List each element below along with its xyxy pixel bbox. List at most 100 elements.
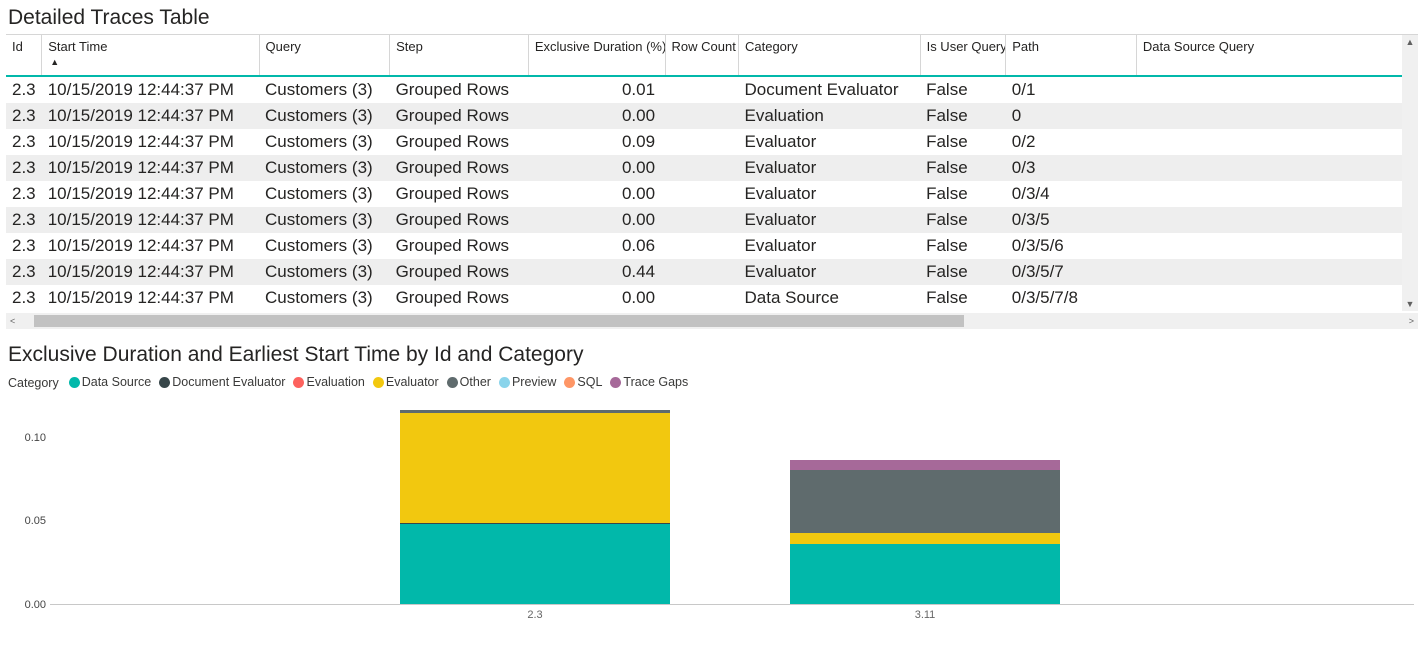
chart-plot [50,405,1414,605]
legend-item[interactable]: SQL [564,375,602,389]
cell-path: 0 [1006,103,1137,129]
cell-query: Customers (3) [259,233,390,259]
legend-item-label: Evaluation [306,375,364,389]
legend-item[interactable]: Evaluation [293,375,364,389]
y-tick-label: 0.10 [10,432,46,444]
table-row[interactable]: 2.310/15/2019 12:44:37 PMCustomers (3)Gr… [6,285,1418,311]
cell-userq: False [920,181,1006,207]
cell-category: Evaluator [738,233,920,259]
cell-rowcount [665,285,738,311]
cell-category: Evaluator [738,207,920,233]
table-row[interactable]: 2.310/15/2019 12:44:37 PMCustomers (3)Gr… [6,233,1418,259]
column-header-step[interactable]: Step [390,35,529,76]
cell-step: Grouped Rows [390,181,529,207]
bar-segment[interactable] [400,524,670,604]
legend-item-label: Data Source [82,375,151,389]
column-header-userq[interactable]: Is User Query [920,35,1006,76]
cell-path: 0/3/5 [1006,207,1137,233]
cell-category: Evaluator [738,259,920,285]
cell-dsq [1136,155,1418,181]
cell-id: 2.3 [6,259,42,285]
column-header-start[interactable]: Start Time▲ [42,35,259,76]
table-row[interactable]: 2.310/15/2019 12:44:37 PMCustomers (3)Gr… [6,259,1418,285]
y-tick-label: 0.00 [10,599,46,611]
cell-query: Customers (3) [259,103,390,129]
cell-dsq [1136,129,1418,155]
cell-userq: False [920,285,1006,311]
scroll-down-icon[interactable]: ▼ [1406,297,1415,311]
column-header-path[interactable]: Path [1006,35,1137,76]
legend-item-label: Evaluator [386,375,439,389]
cell-dsq [1136,181,1418,207]
column-header-query[interactable]: Query [259,35,390,76]
table-row[interactable]: 2.310/15/2019 12:44:37 PMCustomers (3)Gr… [6,103,1418,129]
cell-step: Grouped Rows [390,129,529,155]
column-header-id[interactable]: Id [6,35,42,76]
scroll-right-icon[interactable]: > [1409,316,1414,326]
legend-item[interactable]: Data Source [69,375,151,389]
cell-userq: False [920,76,1006,103]
legend-label: Category [8,376,59,390]
table-title: Detailed Traces Table [8,6,1418,30]
legend-item[interactable]: Trace Gaps [610,375,688,389]
bars-layer [50,405,1414,605]
cell-excl: 0.00 [528,181,665,207]
cell-userq: False [920,129,1006,155]
cell-rowcount [665,207,738,233]
table-row[interactable]: 2.310/15/2019 12:44:37 PMCustomers (3)Gr… [6,155,1418,181]
cell-dsq [1136,76,1418,103]
bar-segment[interactable] [400,413,670,523]
column-header-excl[interactable]: Exclusive Duration (%) [528,35,665,76]
cell-query: Customers (3) [259,181,390,207]
cell-userq: False [920,259,1006,285]
cell-userq: False [920,233,1006,259]
cell-category: Evaluator [738,155,920,181]
x-category-label: 3.11 [790,609,1060,621]
cell-step: Grouped Rows [390,285,529,311]
legend-item[interactable]: Document Evaluator [159,375,285,389]
horizontal-scrollbar[interactable]: < > [6,313,1418,329]
scroll-left-icon[interactable]: < [10,316,15,326]
cell-rowcount [665,76,738,103]
column-header-dsq[interactable]: Data Source Query [1136,35,1418,76]
bar-segment[interactable] [790,470,1060,533]
scroll-up-icon[interactable]: ▲ [1406,35,1415,49]
cell-start: 10/15/2019 12:44:37 PM [42,129,259,155]
column-header-category[interactable]: Category [738,35,920,76]
cell-id: 2.3 [6,76,42,103]
cell-query: Customers (3) [259,129,390,155]
legend-item[interactable]: Evaluator [373,375,439,389]
cell-excl: 0.00 [528,103,665,129]
table-row[interactable]: 2.310/15/2019 12:44:37 PMCustomers (3)Gr… [6,76,1418,103]
chart-body: 0.000.050.10 2.33.11 [10,405,1418,631]
legend-swatch-icon [373,377,384,388]
legend-item-label: Trace Gaps [623,375,688,389]
bar-segment[interactable] [790,544,1060,604]
bar-segment[interactable] [790,460,1060,470]
cell-query: Customers (3) [259,285,390,311]
table-row[interactable]: 2.310/15/2019 12:44:37 PMCustomers (3)Gr… [6,129,1418,155]
legend-swatch-icon [610,377,621,388]
cell-step: Grouped Rows [390,233,529,259]
table-row[interactable]: 2.310/15/2019 12:44:37 PMCustomers (3)Gr… [6,181,1418,207]
cell-category: Evaluator [738,129,920,155]
cell-start: 10/15/2019 12:44:37 PM [42,155,259,181]
cell-query: Customers (3) [259,207,390,233]
cell-category: Data Source [738,285,920,311]
cell-id: 2.3 [6,285,42,311]
sort-asc-icon: ▲ [50,57,59,67]
cell-step: Grouped Rows [390,207,529,233]
bar-segment[interactable] [790,533,1060,545]
legend-item[interactable]: Preview [499,375,556,389]
vertical-scrollbar[interactable]: ▲ ▼ [1402,35,1418,311]
traces-table: IdStart Time▲QueryStepExclusive Duration… [6,35,1418,311]
column-header-rowcount[interactable]: Row Count [665,35,738,76]
cell-start: 10/15/2019 12:44:37 PM [42,181,259,207]
cell-id: 2.3 [6,181,42,207]
cell-step: Grouped Rows [390,76,529,103]
legend-item[interactable]: Other [447,375,491,389]
cell-path: 0/2 [1006,129,1137,155]
hscroll-thumb[interactable] [34,315,964,327]
table-row[interactable]: 2.310/15/2019 12:44:37 PMCustomers (3)Gr… [6,207,1418,233]
table-body: 2.310/15/2019 12:44:37 PMCustomers (3)Gr… [6,76,1418,311]
